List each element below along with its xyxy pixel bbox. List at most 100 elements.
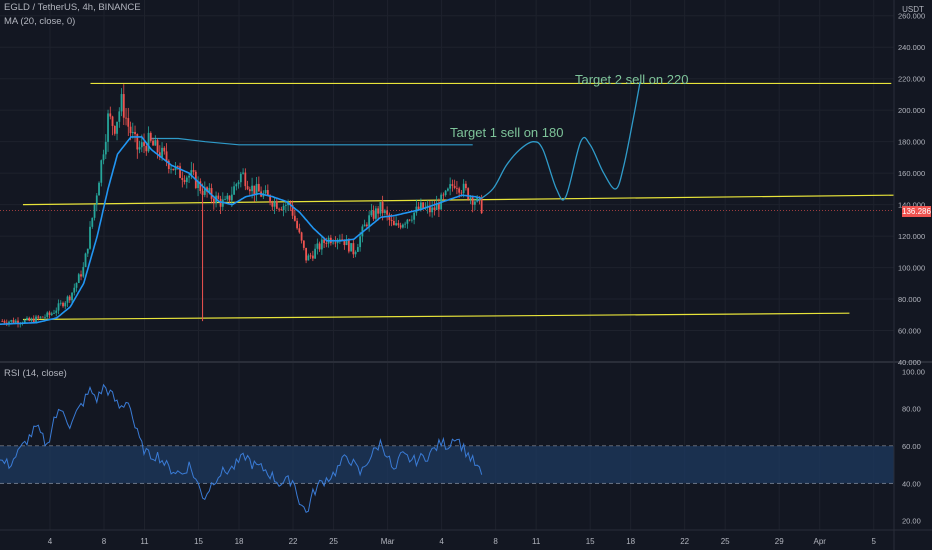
y-tick-label: 80.000 <box>898 295 921 304</box>
candle-body <box>156 140 159 153</box>
candle-body <box>381 202 384 213</box>
candle-body <box>161 147 163 158</box>
x-tick-label: 11 <box>532 537 541 546</box>
candle-body <box>253 185 256 195</box>
candle-body <box>269 195 271 203</box>
ma-legend[interactable]: MA (20, close, 0) <box>4 16 76 27</box>
candle-body <box>386 210 389 215</box>
candle-body <box>64 302 67 307</box>
candle-body <box>224 199 226 201</box>
candle-body <box>334 242 337 244</box>
candle-body <box>390 219 393 221</box>
candle-body <box>244 172 247 187</box>
candle-body <box>145 145 148 152</box>
candle-body <box>332 242 335 244</box>
candle-body <box>404 223 407 225</box>
x-tick-label: 22 <box>289 537 298 546</box>
candle-body <box>298 228 301 233</box>
candle-body <box>89 226 91 249</box>
y-tick-label: 140.000 <box>898 201 925 210</box>
candle-body <box>100 160 103 183</box>
candle-body <box>57 303 60 311</box>
candle-body <box>82 266 85 277</box>
rsi-legend[interactable]: RSI (14, close) <box>4 368 67 379</box>
candle-body <box>311 255 314 259</box>
candle-body <box>456 187 458 189</box>
candle-body <box>467 188 470 200</box>
candle-body <box>158 152 161 158</box>
candle-body <box>417 206 420 210</box>
candle-body <box>190 170 193 176</box>
x-tick-label: 8 <box>102 537 107 546</box>
candle-body <box>422 202 425 209</box>
candle-body <box>363 224 366 227</box>
trend-line <box>22 312 850 321</box>
candle-body <box>152 140 154 146</box>
candle-body <box>17 320 19 325</box>
y-tick-label: 200.000 <box>898 106 925 115</box>
currency-label: USDT <box>902 5 924 14</box>
candle-body <box>359 236 362 248</box>
rsi-y-tick-label: 60.00 <box>902 442 921 451</box>
candle-body <box>356 247 359 252</box>
candle-body <box>116 121 118 134</box>
x-tick-label: 25 <box>329 537 338 546</box>
candle-body <box>23 319 26 324</box>
candle-body <box>147 132 150 152</box>
candle-body <box>77 274 80 283</box>
candle-body <box>264 190 267 194</box>
candle-body <box>451 184 454 186</box>
candle-body <box>251 185 253 192</box>
candle-body <box>444 190 447 196</box>
candle-body <box>109 113 112 117</box>
candle-body <box>66 296 69 303</box>
candle-body <box>255 183 258 195</box>
candle-body <box>368 215 371 227</box>
candle-body <box>314 248 317 259</box>
candle-body <box>219 198 222 207</box>
candle-body <box>154 140 157 146</box>
candle-body <box>104 141 107 155</box>
candles <box>1 84 483 328</box>
candle-body <box>1 321 4 322</box>
candle-body <box>183 179 186 183</box>
candle-body <box>347 239 350 252</box>
candle-body <box>419 202 422 210</box>
candle-body <box>460 192 463 194</box>
candle-body <box>199 181 202 192</box>
candle-body <box>118 111 121 122</box>
rsi-y-tick-label: 40.00 <box>902 479 921 488</box>
candle-body <box>138 147 141 150</box>
candle-body <box>341 239 344 241</box>
y-tick-label: 120.000 <box>898 232 925 241</box>
candle-body <box>408 219 411 221</box>
candle-body <box>239 173 242 183</box>
candle-body <box>120 94 123 112</box>
candle-body <box>413 212 416 220</box>
candle-body <box>282 205 285 210</box>
candle-body <box>469 197 472 200</box>
candle-body <box>98 182 100 196</box>
x-tick-label: 11 <box>140 537 149 546</box>
candle-body <box>172 168 175 171</box>
candle-body <box>435 203 438 210</box>
candle-body <box>174 166 177 171</box>
x-tick-label: 8 <box>493 537 498 546</box>
candle-body <box>122 94 125 118</box>
candle-body <box>39 316 42 318</box>
candle-body <box>257 183 260 192</box>
projection-line <box>476 81 641 203</box>
symbol-legend[interactable]: EGLD / TetherUS, 4h, BINANCE <box>4 2 141 13</box>
candle-body <box>388 214 391 220</box>
candle-body <box>320 239 323 250</box>
candle-body <box>41 316 44 318</box>
candle-body <box>3 321 6 323</box>
candle-body <box>28 317 31 321</box>
candle-body <box>50 313 53 315</box>
candle-body <box>12 320 15 323</box>
candle-body <box>372 210 375 219</box>
candle-body <box>185 177 188 183</box>
candle-body <box>86 248 89 254</box>
